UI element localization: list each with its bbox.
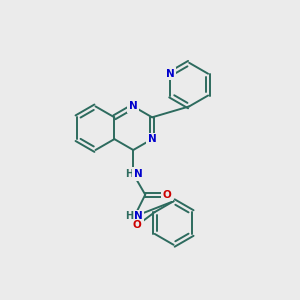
Text: N: N [134, 212, 143, 221]
Text: H: H [125, 169, 134, 179]
Text: N: N [134, 169, 142, 179]
Text: O: O [163, 190, 171, 200]
Text: N: N [166, 69, 175, 79]
Text: N: N [129, 101, 138, 111]
Text: H: H [125, 212, 134, 221]
Text: O: O [133, 220, 142, 230]
Text: N: N [148, 134, 157, 144]
